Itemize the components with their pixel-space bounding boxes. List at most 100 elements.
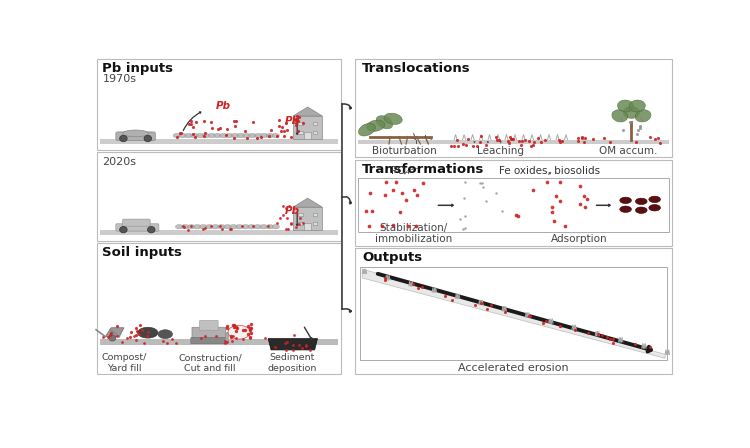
- Point: [569, 326, 581, 333]
- Point: [506, 136, 518, 143]
- Bar: [304, 132, 310, 139]
- Point: [410, 222, 422, 229]
- Ellipse shape: [367, 120, 385, 131]
- Point: [474, 138, 486, 146]
- Point: [526, 142, 538, 149]
- Point: [554, 323, 566, 330]
- Point: [128, 332, 140, 339]
- Point: [379, 276, 391, 284]
- Ellipse shape: [260, 134, 268, 138]
- Point: [178, 222, 190, 229]
- Point: [130, 337, 142, 344]
- Ellipse shape: [228, 325, 250, 339]
- Ellipse shape: [623, 107, 640, 118]
- Point: [280, 204, 292, 211]
- Point: [283, 203, 295, 210]
- Ellipse shape: [214, 134, 221, 138]
- Ellipse shape: [173, 134, 181, 138]
- Ellipse shape: [158, 330, 172, 339]
- Text: Bioturbation: Bioturbation: [372, 146, 437, 156]
- Circle shape: [148, 227, 155, 233]
- Point: [199, 224, 211, 231]
- Point: [304, 347, 316, 354]
- Point: [629, 340, 641, 348]
- Ellipse shape: [190, 134, 198, 138]
- Point: [228, 134, 240, 142]
- Point: [634, 125, 646, 132]
- Point: [279, 339, 291, 346]
- Point: [236, 222, 248, 229]
- Point: [183, 121, 195, 128]
- Text: Pb inputs: Pb inputs: [103, 62, 173, 75]
- Ellipse shape: [649, 196, 661, 202]
- Point: [514, 138, 526, 145]
- Ellipse shape: [138, 327, 158, 338]
- Point: [452, 136, 464, 143]
- Bar: [356, 59, 672, 157]
- Point: [634, 115, 646, 122]
- Point: [174, 129, 186, 137]
- Ellipse shape: [200, 224, 207, 229]
- Text: Soil inputs: Soil inputs: [103, 246, 182, 259]
- Point: [527, 186, 539, 194]
- Point: [210, 332, 222, 339]
- Point: [265, 126, 277, 134]
- Point: [634, 123, 646, 130]
- FancyBboxPatch shape: [116, 224, 159, 231]
- Point: [376, 222, 388, 229]
- Point: [546, 209, 558, 216]
- Point: [654, 139, 666, 146]
- Point: [285, 221, 297, 228]
- Point: [182, 226, 194, 233]
- Point: [280, 225, 292, 233]
- Point: [574, 183, 586, 190]
- FancyBboxPatch shape: [190, 338, 226, 344]
- Point: [503, 139, 515, 146]
- Point: [416, 284, 428, 291]
- Bar: [358, 139, 669, 144]
- Point: [195, 334, 207, 341]
- Point: [287, 346, 299, 353]
- Ellipse shape: [236, 224, 243, 229]
- Point: [142, 328, 154, 335]
- Point: [244, 333, 256, 340]
- Point: [517, 138, 529, 145]
- Point: [124, 334, 136, 341]
- Point: [554, 178, 566, 185]
- Bar: [293, 207, 322, 230]
- Point: [577, 135, 589, 142]
- Point: [460, 141, 472, 148]
- Point: [490, 134, 502, 141]
- Point: [280, 346, 292, 353]
- Point: [277, 202, 289, 210]
- Point: [574, 200, 586, 207]
- Point: [578, 193, 590, 200]
- Point: [170, 340, 182, 347]
- Point: [546, 204, 558, 211]
- Point: [587, 136, 599, 143]
- Point: [255, 134, 267, 141]
- Point: [230, 327, 242, 335]
- Point: [136, 326, 148, 333]
- Point: [604, 138, 616, 145]
- Point: [112, 332, 124, 339]
- Point: [554, 137, 566, 144]
- Point: [245, 330, 257, 337]
- Bar: [224, 332, 228, 341]
- Point: [572, 134, 584, 142]
- Point: [175, 130, 187, 137]
- Point: [601, 333, 613, 340]
- Point: [271, 132, 283, 139]
- Point: [366, 208, 378, 215]
- Text: 2020s: 2020s: [103, 157, 136, 167]
- Point: [205, 223, 217, 230]
- Bar: [97, 244, 340, 374]
- Point: [592, 330, 604, 337]
- Point: [178, 224, 190, 231]
- Point: [285, 134, 297, 141]
- Point: [631, 130, 643, 137]
- Bar: [313, 213, 317, 216]
- Point: [211, 125, 223, 132]
- Ellipse shape: [620, 206, 632, 212]
- Point: [292, 127, 304, 134]
